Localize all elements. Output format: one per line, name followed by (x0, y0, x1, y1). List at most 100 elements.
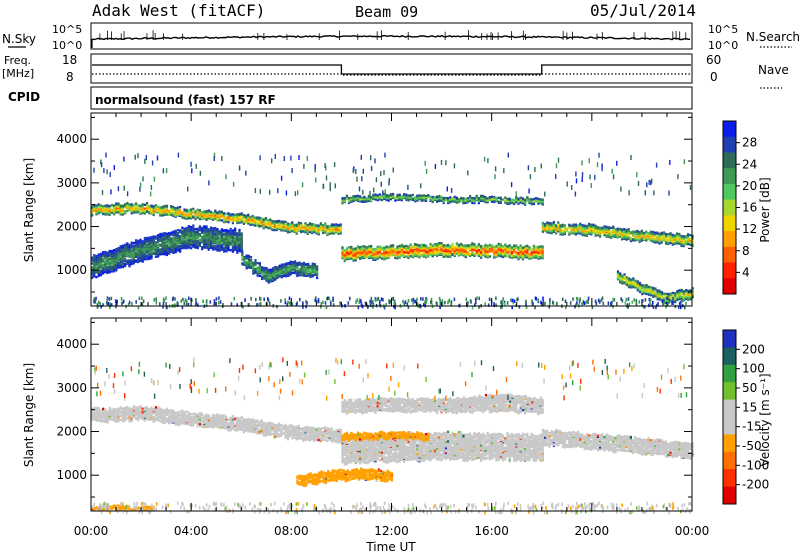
heatmap-cell (141, 242, 144, 245)
heatmap-cell (220, 210, 223, 213)
heatmap-cell (549, 298, 551, 302)
heatmap-cell (420, 243, 423, 247)
heatmap-cell (324, 226, 327, 229)
heatmap-cell (345, 194, 348, 198)
heatmap-cell (526, 256, 529, 259)
heatmap-cell (674, 292, 677, 295)
heatmap-cell (654, 241, 657, 244)
heatmap-cell (539, 255, 542, 259)
heatmap-cell (198, 227, 201, 230)
heatmap-cell (163, 247, 166, 250)
heatmap-cell (241, 258, 244, 261)
heatmap-cell (256, 216, 259, 219)
heatmap-cell (449, 255, 452, 258)
heatmap-cell (333, 223, 336, 226)
heatmap-cell (381, 246, 384, 250)
heatmap-cell (289, 260, 292, 263)
heatmap-cell (350, 248, 353, 252)
heatmap-cell (184, 298, 187, 302)
heatmap-cell (121, 207, 124, 210)
heatmap-cell (619, 272, 622, 275)
heatmap-cell (205, 236, 208, 239)
heatmap-cell (528, 246, 531, 249)
heatmap-cell (247, 222, 250, 225)
heatmap-cell (205, 246, 208, 249)
heatmap-cell (104, 250, 107, 254)
heatmap-cell (473, 243, 476, 246)
heatmap-cell (297, 224, 300, 227)
heatmap-cell (206, 299, 208, 303)
heatmap-cell (128, 243, 131, 247)
heatmap-cell (561, 297, 564, 302)
cpid-panel-frame (90, 86, 693, 110)
heatmap-cell (154, 241, 157, 244)
heatmap-cell (135, 259, 138, 262)
heatmap-cell (581, 224, 584, 227)
heatmap-cell (546, 224, 549, 227)
heatmap-cell (389, 193, 392, 196)
heatmap-cell (305, 272, 308, 276)
heatmap-cell (448, 298, 451, 303)
heatmap-cell (108, 253, 111, 257)
heatmap-cell (497, 254, 500, 257)
heatmap-cell (212, 211, 215, 215)
heatmap-cell (532, 246, 535, 249)
heatmap-cell (438, 244, 441, 247)
heatmap-cell (104, 260, 107, 263)
heatmap-cell (231, 221, 234, 225)
heatmap-cell (305, 269, 308, 273)
heatmap-cell (300, 229, 303, 233)
heatmap-cell (276, 304, 278, 309)
heatmap-cell (541, 198, 544, 201)
heatmap-cell (680, 242, 683, 245)
heatmap-cell (258, 270, 261, 274)
heatmap-cell (530, 202, 533, 205)
heatmap-cell (236, 218, 239, 221)
heatmap-cell (143, 251, 146, 254)
heatmap-cell (631, 300, 634, 304)
heatmap-cell (370, 244, 373, 248)
heatmap-cell (99, 273, 102, 277)
heatmap-cell (236, 213, 239, 216)
heatmap-cell (128, 300, 131, 305)
heatmap-cell (455, 251, 458, 255)
heatmap-cell (638, 281, 642, 285)
heatmap-cell (635, 302, 638, 306)
heatmap-cell (254, 262, 257, 266)
heatmap-cell (269, 227, 272, 230)
heatmap-cell (174, 239, 177, 242)
heatmap-cell (174, 244, 177, 247)
heatmap-cell (502, 297, 505, 301)
heatmap-cell (157, 238, 160, 242)
heatmap-cell (361, 200, 364, 203)
heatmap-cell (662, 234, 665, 237)
heatmap-cell (569, 301, 572, 305)
heatmap-cell (295, 232, 298, 235)
heatmap-cell (253, 216, 256, 219)
heatmap-cell (219, 300, 222, 304)
heatmap-cell (341, 251, 344, 254)
heatmap-cell (409, 194, 412, 197)
heatmap-cell (95, 266, 98, 269)
heatmap-cell (469, 252, 472, 256)
heatmap-cell (539, 198, 542, 201)
heatmap-cell (526, 244, 529, 248)
heatmap-cell (335, 227, 338, 230)
heatmap-cell (108, 257, 111, 260)
heatmap-cell (315, 226, 318, 229)
heatmap-cell (229, 218, 232, 221)
heatmap-cell (453, 199, 456, 202)
heatmap-cell (396, 245, 399, 248)
heatmap-cell (159, 206, 162, 209)
heatmap-cell (108, 297, 111, 301)
heatmap-cell (119, 258, 122, 261)
heatmap-cell (229, 227, 232, 231)
heatmap-cell (535, 248, 538, 251)
heatmap-cell (455, 246, 458, 249)
heatmap-cell (130, 258, 133, 262)
heatmap-cell (240, 220, 243, 223)
heatmap-cell (663, 292, 666, 295)
heatmap-cell (614, 228, 617, 231)
heatmap-cell (645, 292, 648, 296)
heatmap-cell (372, 253, 375, 257)
